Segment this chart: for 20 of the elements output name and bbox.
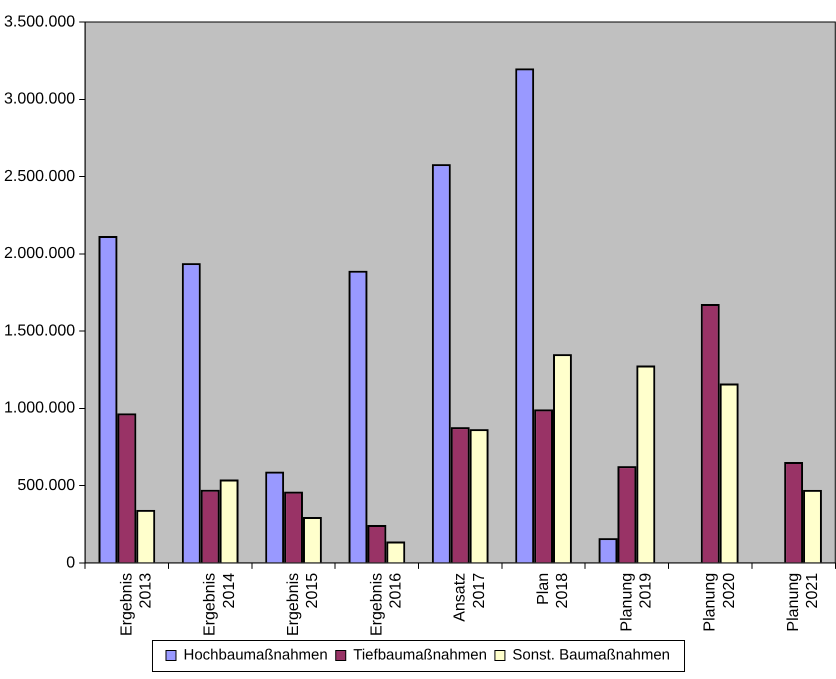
y-tick-label: 3.000.000 bbox=[4, 90, 76, 108]
y-tick-label: 2.500.000 bbox=[4, 168, 76, 185]
x-tick-label: Ergebnis 2016 bbox=[368, 572, 404, 636]
legend-label: Hochbaumaßnahmen bbox=[183, 646, 328, 664]
y-tick-label: 0 bbox=[66, 554, 76, 572]
x-tick-label: Plan 2018 bbox=[534, 572, 572, 608]
x-tick-label: Ergebnis 2014 bbox=[202, 572, 238, 636]
legend-label: Sonst. Baumaßnahmen bbox=[512, 646, 670, 664]
legend-label: Tiefbaumaßnahmen bbox=[353, 646, 487, 664]
x-tick-label: Ergebnis 2015 bbox=[284, 572, 322, 636]
y-tick-label: 500.000 bbox=[17, 476, 76, 494]
y-tick-label: 2.000.000 bbox=[4, 245, 76, 262]
y-tick-label: 1.500.000 bbox=[4, 322, 76, 340]
x-tick-label: Ansatz 2017 bbox=[452, 572, 488, 622]
x-tick-label: Ergebnis 2013 bbox=[118, 572, 154, 636]
x-tick-label: Planung 2021 bbox=[785, 572, 822, 632]
y-tick-label: 3.500.000 bbox=[4, 13, 76, 30]
y-tick-label: 1.000.000 bbox=[4, 400, 76, 417]
x-tick-label: Planung 2020 bbox=[702, 572, 738, 632]
x-tick-label: Planung 2019 bbox=[618, 572, 655, 632]
